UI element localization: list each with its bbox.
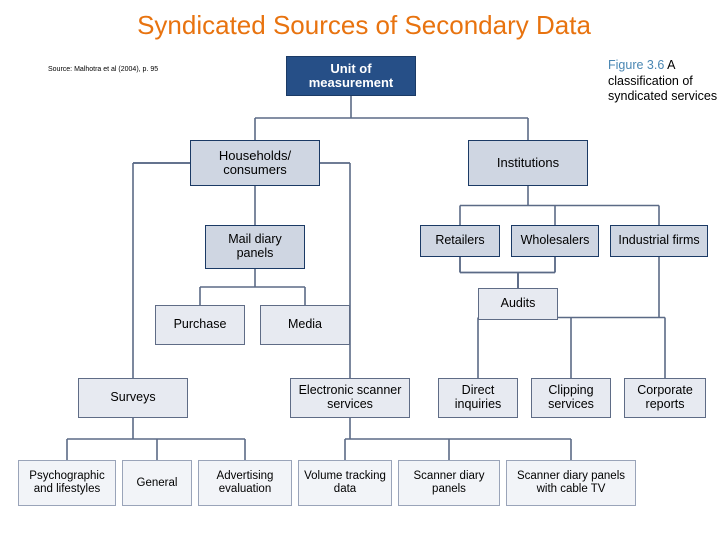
node-direct_inq: Direct inquiries (438, 378, 518, 418)
node-scan_diary: Scanner diary panels (398, 460, 500, 506)
node-retailers: Retailers (420, 225, 500, 257)
node-ind_firms: Industrial firms (610, 225, 708, 257)
node-wholesalers: Wholesalers (511, 225, 599, 257)
node-surveys: Surveys (78, 378, 188, 418)
node-households: Households/ consumers (190, 140, 320, 186)
node-institutions: Institutions (468, 140, 588, 186)
node-clipping: Clipping services (531, 378, 611, 418)
node-audits: Audits (478, 288, 558, 320)
node-scan_cable: Scanner diary panels with cable TV (506, 460, 636, 506)
node-root: Unit of measurement (286, 56, 416, 96)
node-mail_diary: Mail diary panels (205, 225, 305, 269)
node-media: Media (260, 305, 350, 345)
node-ad_eval: Advertising evaluation (198, 460, 292, 506)
node-corp_rep: Corporate reports (624, 378, 706, 418)
node-general: General (122, 460, 192, 506)
node-psycho: Psychographic and lifestyles (18, 460, 116, 506)
node-vol_track: Volume tracking data (298, 460, 392, 506)
node-escanner: Electronic scanner services (290, 378, 410, 418)
node-purchase: Purchase (155, 305, 245, 345)
